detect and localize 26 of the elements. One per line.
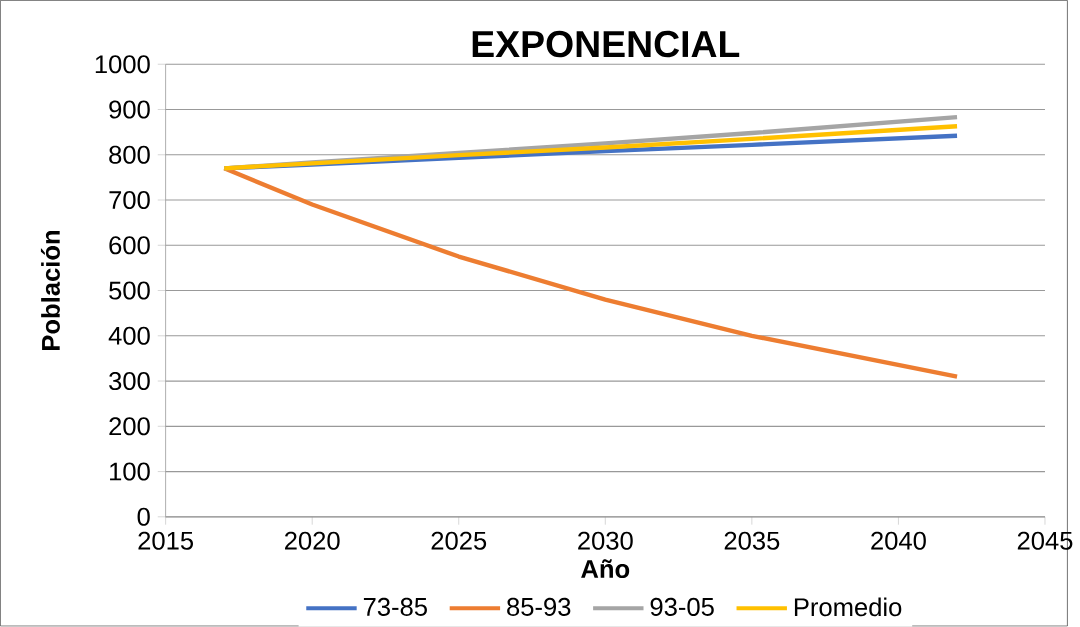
x-tick-label: 2035 [724, 531, 780, 550]
y-tick-label: 100 [110, 462, 150, 481]
x-tick-label: 2025 [431, 531, 487, 550]
line-series [222, 124, 960, 171]
y-tick-label: 0 [137, 507, 150, 526]
x-tick-label: 2015 [138, 531, 193, 550]
x-tick-label: 2020 [285, 531, 340, 550]
y-axis-title: Población [40, 231, 60, 351]
y-tick-label: 300 [109, 372, 150, 391]
y-tick-label: 500 [109, 281, 150, 300]
y-tick-label: 1000 [95, 55, 150, 74]
x-axis-title: Año [581, 559, 630, 579]
y-tick-label: 200 [109, 417, 150, 436]
x-tick-label: 2040 [871, 531, 926, 550]
y-tick-label: 800 [109, 145, 150, 164]
x-tick-label: 2030 [578, 531, 633, 550]
chart-title: EXPONENCIAL [472, 30, 740, 58]
y-tick-label: 700 [109, 191, 150, 210]
legend-label: Promedio [794, 597, 902, 617]
legend-label: 85-93 [507, 597, 571, 617]
legend-label: 93-05 [650, 597, 714, 617]
y-tick-label: 400 [108, 326, 150, 345]
x-tick-label: 2045 [1017, 531, 1073, 550]
y-tick-label: 900 [109, 100, 150, 119]
y-tick-label: 600 [109, 236, 150, 255]
legend-label: 73-85 [363, 597, 427, 617]
